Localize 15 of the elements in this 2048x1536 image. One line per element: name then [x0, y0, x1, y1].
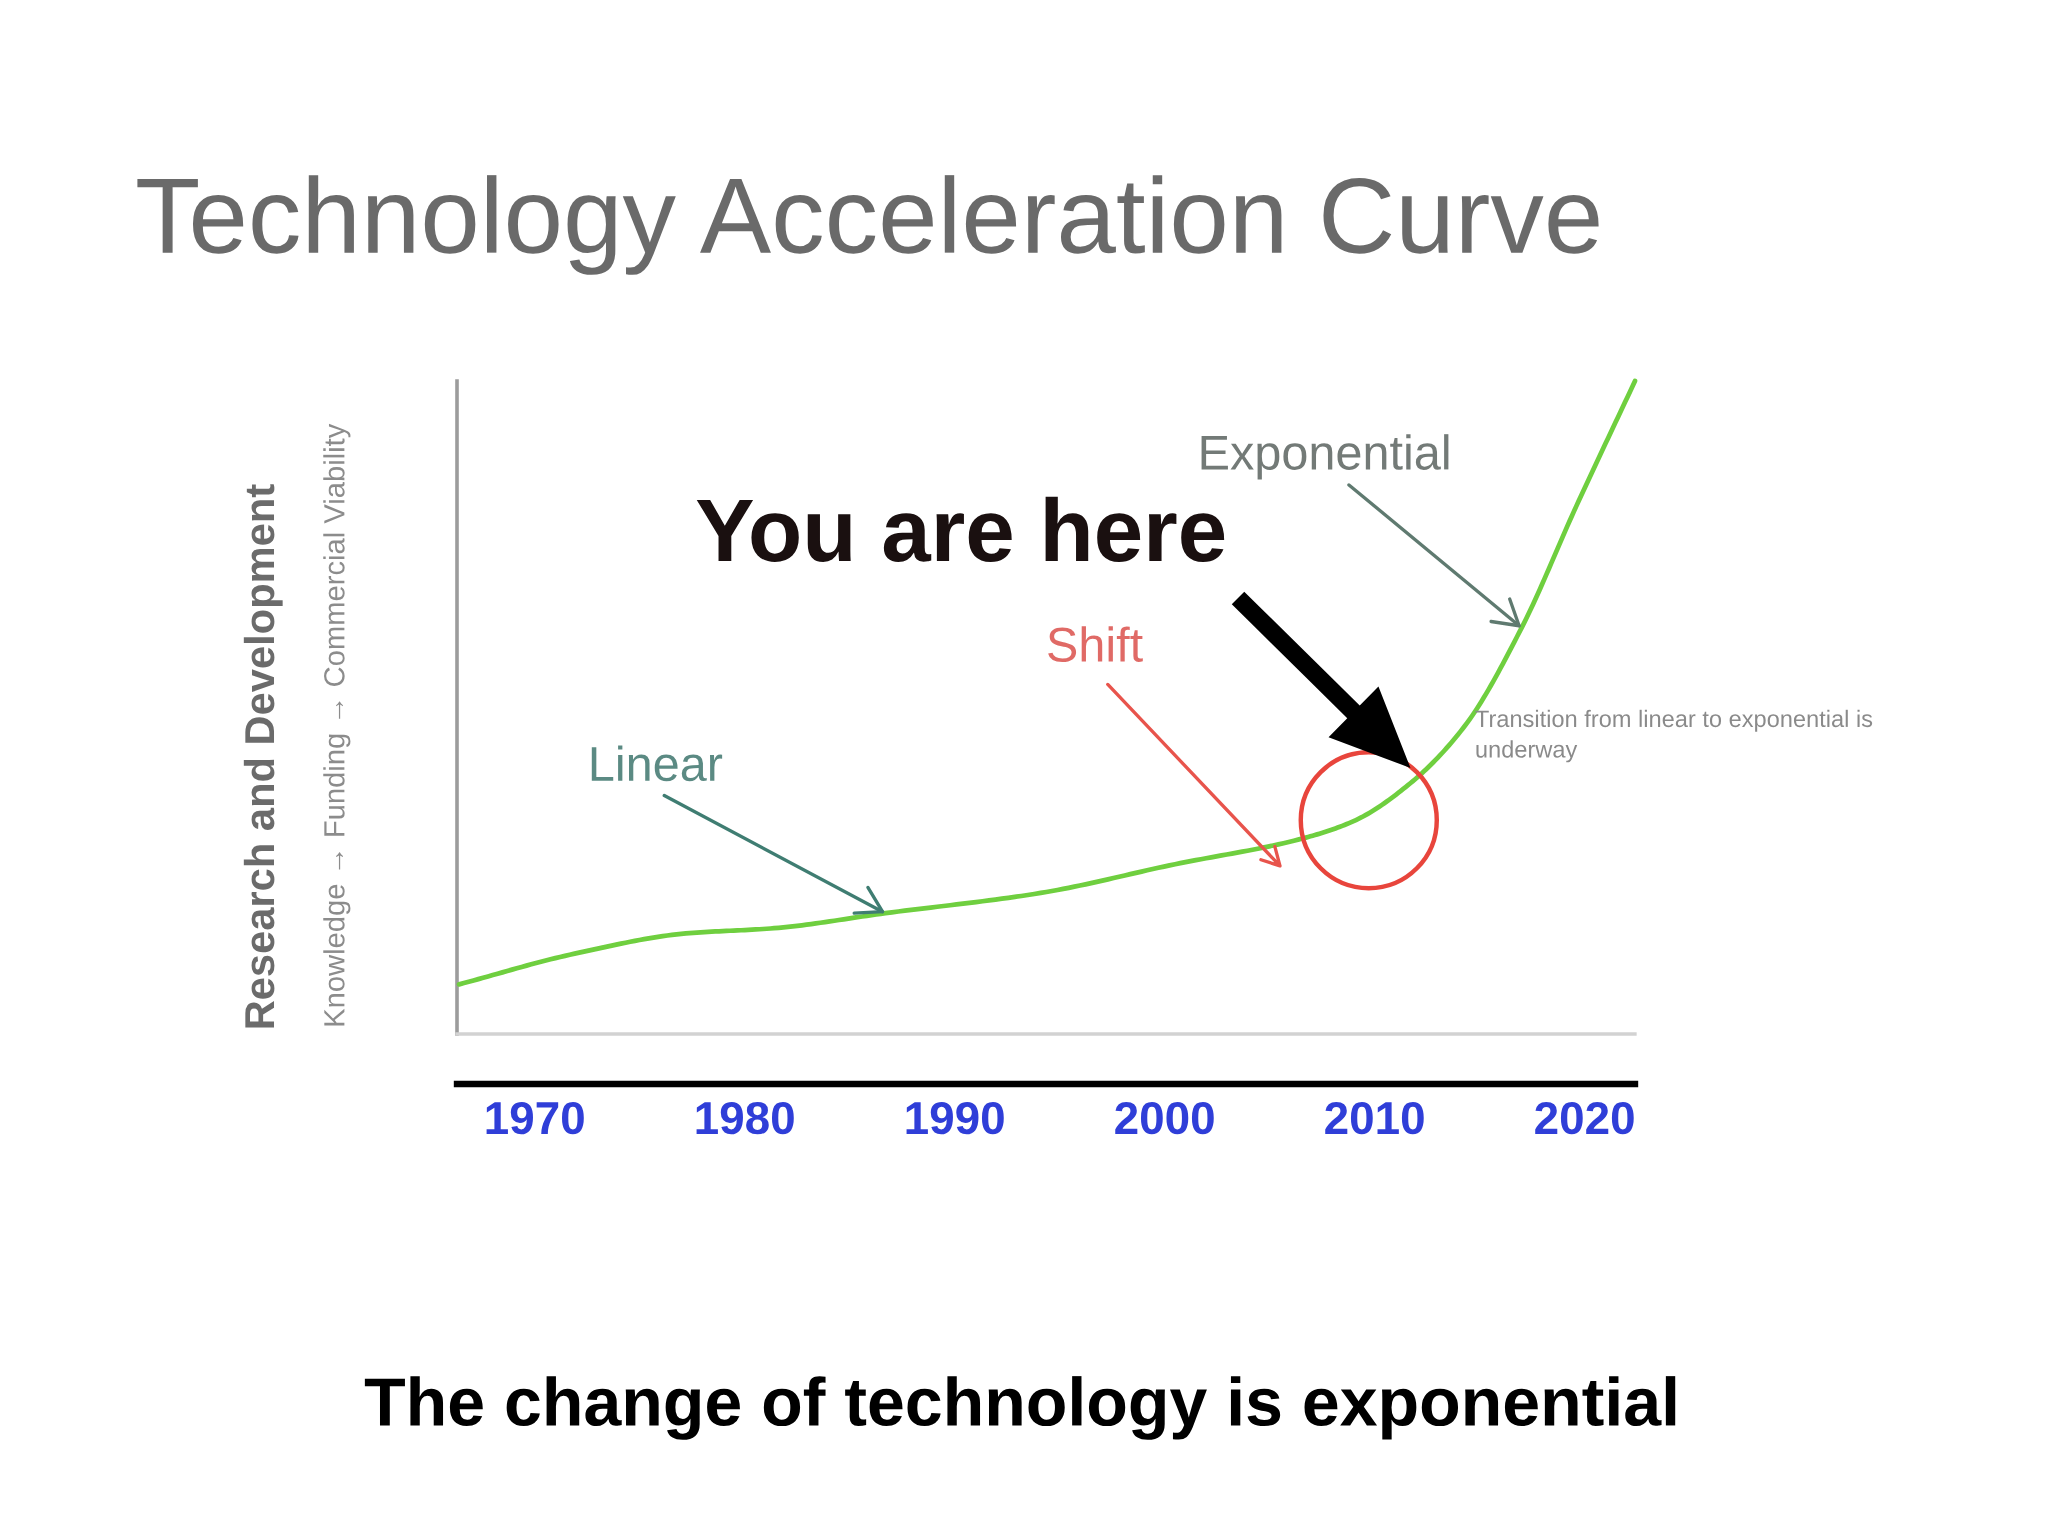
x-tick-label: 1980	[696, 1101, 794, 1135]
y-axis-title: Research and Development	[243, 484, 283, 1028]
x-tick-label: 1970	[486, 1101, 584, 1135]
annotation: Transition from linear to exponential is underway	[1475, 709, 1873, 763]
x-tick-label: 2000	[1115, 1101, 1214, 1135]
x-tick-label: 1990	[906, 1101, 1004, 1135]
x-tick-label: 2020	[1535, 1101, 1634, 1135]
text: Knowledge → Funding → Commercial Viability	[323, 423, 351, 1026]
text: The change of technology is exponential	[364, 1376, 1676, 1440]
annotation: You are here	[696, 496, 1225, 562]
annotation: Linear	[591, 745, 723, 782]
annotation: Shift	[1048, 626, 1143, 663]
chart-title: Technology Acceleration Curve	[137, 175, 1599, 275]
x-tick-label: 2010	[1325, 1101, 1424, 1135]
annotation: Exponential	[1201, 434, 1449, 480]
